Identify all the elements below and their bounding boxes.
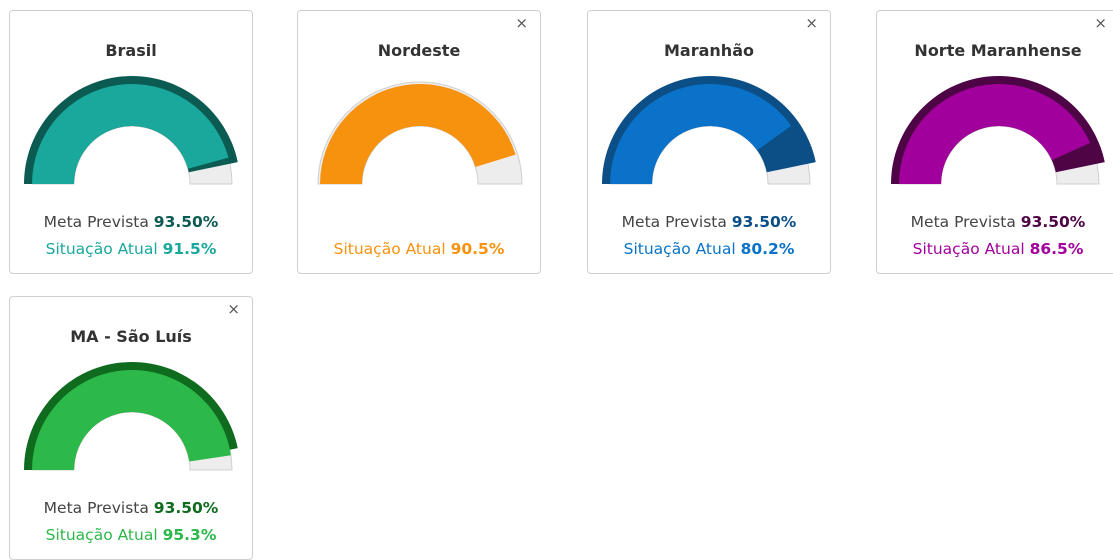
- current-line: Situação Atual 86.5%: [877, 240, 1113, 258]
- card-title: Nordeste: [377, 41, 461, 60]
- current-value: 95.3%: [162, 526, 217, 544]
- current-label: Situação Atual: [912, 240, 1025, 258]
- meta-label: Meta Prevista: [43, 213, 149, 231]
- card-title: Maranhão: [664, 41, 754, 60]
- gauge-card: Maranhão × Meta Prevista 93.50% Situação At…: [587, 10, 831, 274]
- gauge-fill: [610, 84, 792, 184]
- current-line: Situação Atual 90.5%: [298, 240, 540, 258]
- gauge-fill: [899, 84, 1091, 184]
- gauge: [24, 76, 238, 185]
- meta-label: Meta Prevista: [621, 213, 727, 231]
- current-value: 86.5%: [1029, 240, 1084, 258]
- current-line: Situação Atual 80.2%: [588, 240, 830, 258]
- card-title: Norte Maranhense: [914, 41, 1082, 60]
- close-button[interactable]: ×: [227, 300, 240, 318]
- close-button[interactable]: ×: [515, 14, 528, 32]
- meta-line: Meta Prevista 93.50%: [877, 213, 1113, 231]
- meta-value: 93.50%: [731, 213, 797, 231]
- gauge: [891, 76, 1105, 185]
- current-label: Situação Atual: [623, 240, 736, 258]
- gauge: [602, 76, 816, 185]
- gauge-card: Nordeste × Situação Atual 90.5%: [297, 10, 541, 274]
- current-line: Situação Atual 95.3%: [10, 526, 252, 544]
- meta-line: Meta Prevista 93.50%: [10, 499, 252, 517]
- gauge-fill: [320, 84, 516, 184]
- current-value: 90.5%: [450, 240, 505, 258]
- current-label: Situação Atual: [333, 240, 446, 258]
- card-title: Brasil: [105, 41, 157, 60]
- meta-value: 93.50%: [153, 213, 219, 231]
- gauge-card: Norte Maranhense × Meta Prevista 93.50% Sit…: [876, 10, 1113, 274]
- meta-value: 93.50%: [153, 499, 219, 517]
- gauge-fill: [32, 84, 229, 184]
- close-button[interactable]: ×: [1094, 14, 1107, 32]
- card-title: MA - São Luís: [70, 327, 192, 346]
- gauge: [317, 81, 523, 185]
- gauge-fill: [32, 370, 231, 470]
- meta-line: Meta Prevista 93.50%: [588, 213, 830, 231]
- meta-label: Meta Prevista: [910, 213, 1016, 231]
- gauge: [24, 362, 238, 471]
- gauge-card: Brasil Meta Prevista 93.50% Situação Atual…: [9, 10, 253, 274]
- current-label: Situação Atual: [45, 526, 158, 544]
- current-value: 80.2%: [740, 240, 795, 258]
- meta-value: 93.50%: [1020, 213, 1086, 231]
- current-label: Situação Atual: [45, 240, 158, 258]
- gauge-card: MA - São Luís × Meta Prevista 93.50% Situaç…: [9, 296, 253, 560]
- meta-label: Meta Prevista: [43, 499, 149, 517]
- close-button[interactable]: ×: [805, 14, 818, 32]
- current-value: 91.5%: [162, 240, 217, 258]
- current-line: Situação Atual 91.5%: [10, 240, 252, 258]
- meta-line: Meta Prevista 93.50%: [10, 213, 252, 231]
